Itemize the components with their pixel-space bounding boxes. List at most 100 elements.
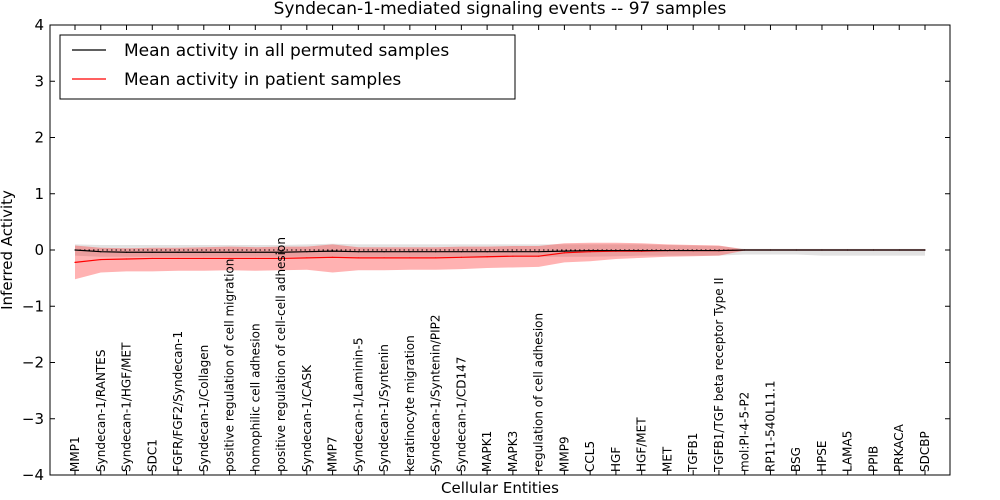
x-tick-label: regulation of cell adhesion	[532, 313, 546, 472]
x-tick-label: TGFB1/TGF beta receptor Type II	[712, 277, 726, 473]
x-tick-label: BSG	[789, 447, 803, 472]
series-0-point	[125, 251, 128, 253]
y-axis-label: Inferred Activity	[0, 190, 16, 310]
series-1-point	[74, 261, 76, 263]
series-1-point	[254, 257, 256, 260]
y-tick-label: −2	[22, 354, 44, 372]
chart-title: Syndecan-1-mediated signaling events -- …	[274, 0, 727, 19]
x-tick-label: Syndecan-1/Syntenin	[377, 344, 391, 472]
series-1-point	[100, 258, 102, 261]
x-tick-label: Syndecan-1/Collagen	[197, 345, 211, 472]
series-0-group	[74, 249, 926, 253]
y-tick-label: 1	[34, 185, 44, 203]
x-axis-label: Cellular Entities	[441, 479, 559, 497]
series-1-point	[486, 256, 488, 258]
series-1-point	[589, 251, 591, 253]
series-0-point	[821, 249, 823, 251]
series-0-point	[692, 249, 694, 252]
x-tick-label: MAPK3	[506, 431, 520, 472]
series-0-point	[924, 249, 926, 251]
series-1-point	[306, 257, 308, 259]
y-axis: 4 3 2 1 0 −1 −2 −3 −4	[22, 16, 950, 484]
series-0-point	[254, 251, 256, 253]
series-0-point	[409, 251, 411, 253]
y-tick-label: 0	[34, 241, 44, 259]
legend: Mean activity in all permuted samples Mea…	[59, 34, 516, 100]
x-tick-label: MAPK1	[480, 431, 494, 472]
series-1-point	[228, 257, 231, 260]
series-1-point	[203, 257, 205, 260]
x-tick-label: Syndecan-1/CD147	[454, 357, 468, 472]
series-1-point	[435, 257, 437, 259]
x-tick-label: LAMA5	[841, 431, 855, 472]
x-tick-label: CCL5	[583, 441, 597, 472]
series-0-point	[151, 251, 153, 253]
series-0-point	[847, 249, 849, 251]
legend-label-0: Mean activity in all permuted samples	[124, 41, 449, 61]
x-tick-label: Syndecan-1/Laminin-5	[351, 338, 365, 472]
series-1-point	[125, 258, 128, 260]
series-0-line	[74, 249, 925, 253]
series-0-point	[641, 249, 643, 252]
series-0-point	[563, 250, 565, 252]
series-1-point	[383, 257, 385, 259]
series-0-point	[795, 249, 797, 251]
x-tick-label: MMP7	[326, 436, 340, 472]
series-0-point	[383, 251, 385, 253]
x-tick-label: MET	[660, 446, 674, 472]
series-0-point	[357, 251, 359, 253]
y-tick-label: 4	[34, 16, 44, 34]
legend-box	[59, 34, 516, 100]
x-tick-label: HPSE	[815, 441, 829, 472]
plot-area	[74, 242, 926, 280]
series-1-point	[151, 257, 153, 260]
series-1-point	[280, 257, 282, 260]
series-0-point	[435, 251, 437, 253]
series-0-point	[744, 249, 746, 251]
x-tick-label: FGFR/FGF2/Syndecan-1	[171, 331, 185, 472]
series-0-point	[100, 251, 102, 253]
x-tick-label: homophilic cell adhesion	[248, 323, 262, 472]
series-0-point	[486, 251, 488, 253]
series-0-point	[512, 251, 514, 253]
y-tick-label: −4	[22, 466, 44, 484]
x-tick-label: HGF/MET	[635, 417, 649, 472]
series-0-point	[538, 251, 540, 253]
x-tick-label: MMP1	[68, 436, 82, 472]
x-tick-label: RP11-540L11.1	[763, 381, 777, 472]
series-0-point	[589, 249, 591, 252]
series-1-point	[538, 255, 540, 257]
series-0-point	[177, 251, 179, 253]
x-tick-label: PPIB	[866, 446, 880, 472]
series-1-point	[409, 257, 411, 259]
x-tick-label: positive regulation of cell-cell adhesio…	[274, 237, 288, 472]
x-tick-label: HGF	[609, 447, 623, 472]
y-tick-label: −1	[22, 297, 44, 315]
series-0-point	[460, 251, 462, 253]
series-0-point	[769, 249, 772, 251]
x-tick-label: Syndecan-1/RANTES	[94, 350, 108, 472]
series-0-band	[75, 243, 925, 257]
series-0-point	[331, 250, 334, 252]
x-tick-label: Syndecan-1/HGF/MET	[120, 342, 134, 472]
x-tick-label: positive regulation of cell migration	[223, 259, 237, 472]
series-1-point	[177, 257, 179, 260]
series-0-point	[898, 249, 900, 251]
series-0-point	[203, 251, 205, 253]
x-tick-label: SDC1	[145, 439, 159, 472]
y-tick-label: 3	[34, 72, 44, 90]
series-1-point	[357, 257, 359, 259]
x-tick-label: PRKACA	[892, 423, 906, 472]
series-0-point	[666, 249, 669, 252]
legend-label-1: Mean activity in patient samples	[124, 70, 401, 90]
x-axis: MMP1 Syndecan-1/RANTES Syndecan-1/HGF/MET S…	[68, 25, 932, 475]
y-tick-label: 2	[34, 129, 44, 147]
series-0-point	[280, 251, 282, 253]
x-tick-label: Syndecan-1/Syntenin/PIP2	[429, 314, 443, 472]
x-tick-label: TGFB1	[686, 433, 700, 473]
x-tick-label: keratinocyte migration	[403, 335, 417, 472]
series-0-point	[228, 251, 231, 253]
series-0-point	[306, 251, 308, 253]
x-tick-label: mol:PI-4-5-P2	[738, 392, 752, 472]
